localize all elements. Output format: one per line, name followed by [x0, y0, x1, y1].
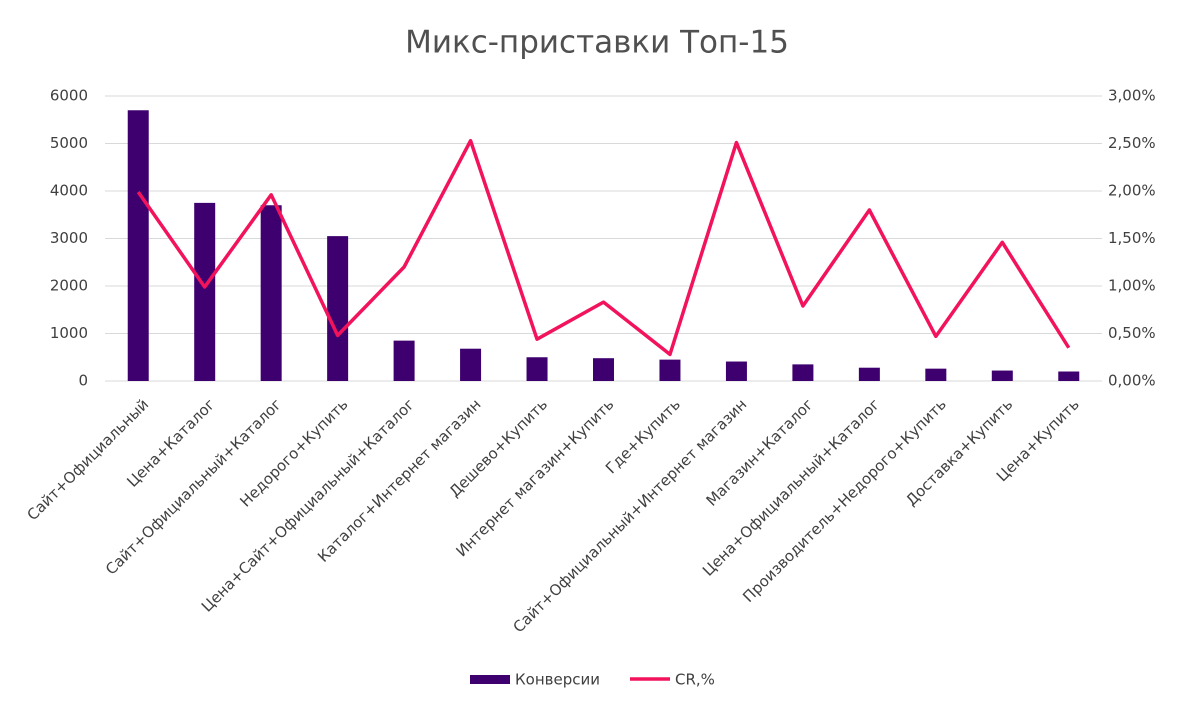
y2-tick-label: 2,50%: [1108, 134, 1156, 152]
bar: [991, 370, 1013, 381]
chart-title: Микс-приставки Топ-15: [405, 25, 789, 61]
y-tick-label: 3000: [50, 229, 88, 247]
line: [136, 138, 1071, 357]
legend-label: CR,%: [675, 671, 715, 689]
y2-tick-label: 1,50%: [1108, 229, 1156, 247]
y-tick-label: 1000: [50, 324, 88, 342]
y2-tick-label: 0,00%: [1108, 372, 1156, 390]
y-tick-label: 6000: [50, 87, 88, 105]
x-tick-label: Недорого+Купить: [236, 395, 351, 510]
bar: [1058, 371, 1080, 381]
y-tick-label: 2000: [50, 277, 88, 295]
y-tick-label: 0: [78, 372, 88, 390]
bar: [925, 368, 947, 381]
bar: [260, 205, 282, 381]
bar: [526, 357, 548, 381]
bar: [792, 364, 814, 381]
x-tick-label: Сайт+Официальный+Интернет магазин: [509, 395, 750, 636]
bar: [460, 348, 482, 381]
y-tick-label: 4000: [50, 182, 88, 200]
bar: [659, 359, 681, 381]
y2-tick-label: 1,00%: [1108, 277, 1156, 295]
legend-swatch: [470, 675, 510, 684]
bar: [393, 340, 415, 381]
bar: [858, 367, 880, 381]
bar: [593, 358, 614, 381]
legend-label: Конверсии: [515, 671, 600, 689]
y2-tick-label: 0,50%: [1108, 324, 1156, 342]
x-tick-label: Сайт+Официальный: [23, 395, 152, 524]
bar: [725, 361, 747, 381]
y-tick-label: 5000: [50, 134, 88, 152]
bar: [327, 236, 349, 381]
bar: [194, 202, 216, 381]
y2-tick-label: 3,00%: [1108, 87, 1156, 105]
bar: [127, 110, 149, 381]
y2-tick-label: 2,00%: [1108, 182, 1156, 200]
